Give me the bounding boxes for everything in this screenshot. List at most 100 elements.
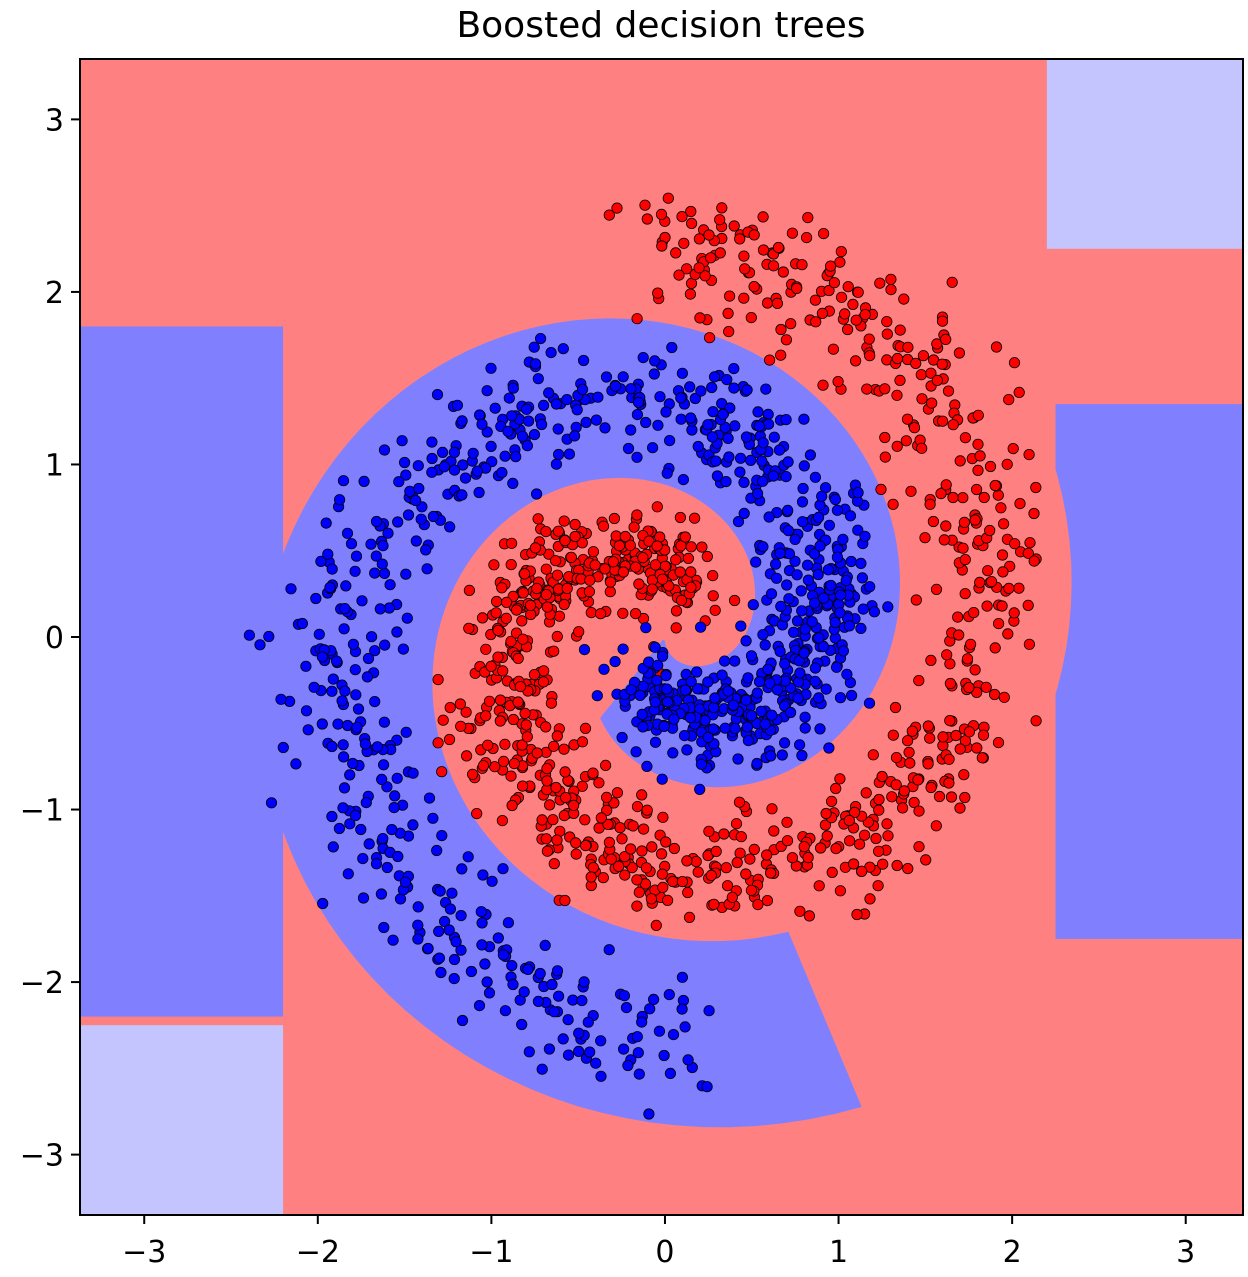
red-spiral-arm-point [1028, 555, 1040, 567]
blue-spiral-arm-point [489, 402, 501, 414]
red-spiral-arm-point [531, 582, 543, 595]
red-spiral-arm-point [875, 483, 887, 495]
blue-spiral-arm-point [808, 548, 821, 560]
red-spiral-arm-point [853, 838, 866, 850]
red-spiral-arm-point [872, 845, 885, 857]
red-spiral-arm-point [959, 791, 971, 804]
blue-spiral-arm-point [668, 713, 680, 725]
red-spiral-arm-point [826, 866, 838, 879]
red-spiral-arm-point [920, 854, 932, 866]
blue-spiral-arm-point [806, 616, 818, 628]
red-spiral-arm-point [1008, 357, 1021, 369]
red-spiral-arm-point [748, 229, 760, 241]
red-spiral-arm-point [849, 355, 862, 367]
blue-spiral-arm-point [791, 569, 803, 581]
red-spiral-arm-point [761, 894, 774, 907]
blue-spiral-arm-point [685, 676, 697, 688]
red-spiral-arm-point [675, 594, 688, 607]
blue-spiral-arm-point [507, 382, 519, 394]
blue-spiral-arm-point [765, 750, 777, 762]
red-spiral-arm-point [913, 841, 925, 853]
y-axis: −3 −2 −1 0 1 2 3 [20, 103, 80, 1174]
red-spiral-arm-point [738, 250, 750, 262]
red-spiral-arm-point [619, 869, 631, 881]
blue-spiral-arm-point [734, 452, 747, 464]
blue-spiral-arm-point [492, 932, 504, 944]
red-spiral-arm-point [587, 546, 600, 558]
red-spiral-arm-point [891, 440, 903, 452]
blue-spiral-arm-point [775, 600, 787, 613]
blue-spiral-arm-point [361, 671, 373, 683]
red-spiral-arm-point [953, 347, 966, 359]
red-spiral-arm-point [957, 492, 969, 504]
red-spiral-arm-point [720, 862, 732, 874]
blue-spiral-arm-point [393, 476, 405, 488]
red-spiral-arm-point [851, 908, 863, 921]
blue-spiral-arm-point [727, 699, 739, 711]
blue-spiral-arm-point [528, 428, 541, 441]
red-spiral-arm-point [881, 328, 893, 340]
blue-spiral-arm-point [831, 504, 844, 516]
blue-spiral-arm-point [646, 442, 659, 454]
blue-spiral-arm-point [479, 958, 491, 970]
blue-spiral-arm-point [707, 723, 719, 735]
red-spiral-arm-point [904, 757, 916, 769]
blue-spiral-arm-point [332, 718, 344, 730]
red-spiral-arm-point [559, 894, 571, 907]
blue-spiral-arm-point [365, 538, 377, 550]
blue-spiral-arm-point [573, 1027, 585, 1039]
red-spiral-arm-point [852, 286, 864, 298]
red-spiral-arm-point [629, 607, 642, 620]
red-spiral-arm-point [827, 343, 840, 355]
blue-spiral-arm-point [782, 504, 794, 516]
blue-spiral-arm-point [643, 1108, 655, 1120]
red-spiral-arm-point [828, 277, 841, 289]
blue-spiral-arm-point [706, 381, 718, 394]
red-spiral-arm-point [613, 860, 625, 872]
blue-spiral-arm-point [521, 440, 534, 452]
blue-spiral-arm-point [543, 387, 555, 399]
red-spiral-arm-point [952, 611, 964, 623]
red-spiral-arm-point [549, 555, 562, 567]
red-spiral-arm-point [863, 333, 875, 345]
red-spiral-arm-point [937, 731, 949, 743]
red-spiral-arm-point [694, 312, 706, 324]
red-spiral-arm-point [947, 491, 959, 504]
red-spiral-arm-point [913, 674, 925, 687]
blue-spiral-arm-point [831, 551, 844, 563]
blue-spiral-arm-point [576, 383, 589, 395]
red-spiral-arm-point [626, 861, 638, 874]
blue-spiral-arm-point [435, 966, 447, 979]
red-spiral-arm-point [558, 809, 570, 822]
red-spiral-arm-point [972, 409, 984, 421]
red-spiral-arm-point [874, 277, 886, 289]
blue-spiral-arm-point [451, 399, 463, 411]
red-spiral-arm-point [576, 736, 589, 748]
red-spiral-arm-point [734, 847, 746, 859]
blue-spiral-arm-point [243, 629, 255, 641]
red-spiral-arm-point [496, 582, 508, 594]
red-spiral-arm-point [551, 834, 563, 846]
red-spiral-arm-point [996, 600, 1008, 612]
red-spiral-arm-point [842, 281, 854, 293]
blue-spiral-arm-point [620, 1001, 633, 1014]
red-spiral-arm-point [688, 512, 701, 524]
blue-spiral-arm-point [507, 978, 519, 991]
blue-spiral-arm-point [812, 568, 824, 581]
blue-spiral-arm-point [652, 659, 664, 671]
red-spiral-arm-point [705, 869, 717, 882]
red-spiral-arm-point [674, 566, 686, 578]
red-spiral-arm-point [708, 898, 720, 910]
blue-spiral-arm-point [578, 643, 591, 656]
blue-spiral-arm-point [789, 555, 801, 567]
red-spiral-arm-point [600, 791, 613, 804]
blue-spiral-arm-point [809, 662, 822, 674]
blue-spiral-arm-point [563, 448, 576, 460]
blue-spiral-arm-point [863, 697, 876, 709]
blue-spiral-arm-point [794, 667, 806, 679]
red-spiral-arm-point [585, 871, 597, 883]
blue-spiral-arm-point [644, 1003, 656, 1015]
red-spiral-arm-point [791, 282, 803, 294]
red-spiral-arm-point [569, 518, 581, 531]
blue-spiral-arm-point [580, 416, 592, 428]
